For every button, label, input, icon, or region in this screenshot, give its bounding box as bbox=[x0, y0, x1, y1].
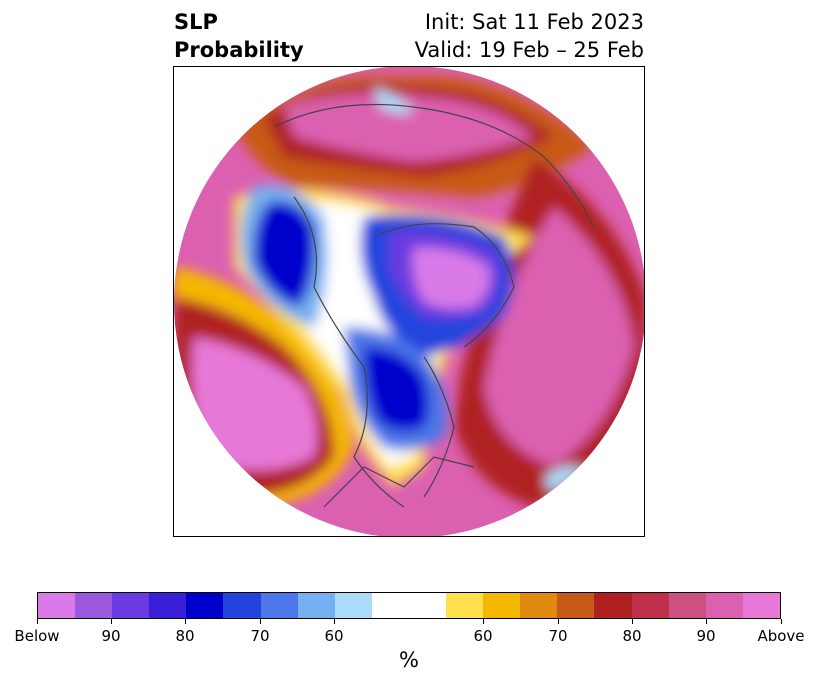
colorbar-segment bbox=[75, 593, 113, 618]
colorbar-segment bbox=[446, 593, 484, 618]
colorbar-tick-label: 60 bbox=[324, 627, 344, 645]
colorbar-tick-label: 80 bbox=[175, 627, 195, 645]
colorbar-tick-label: 90 bbox=[101, 627, 121, 645]
colorbar-segment bbox=[557, 593, 595, 618]
colorbar-segment bbox=[112, 593, 150, 618]
colorbar-tick bbox=[780, 619, 782, 624]
colorbar-tick bbox=[333, 619, 335, 624]
colorbar-tick-label: Above bbox=[757, 627, 805, 645]
colorbar-segment bbox=[631, 593, 669, 618]
colorbar-segment bbox=[594, 593, 632, 618]
colorbar-tick bbox=[705, 619, 707, 624]
colorbar-tick-label: 70 bbox=[548, 627, 568, 645]
colorbar-tick bbox=[184, 619, 186, 624]
title-type: Probability bbox=[174, 38, 304, 62]
colorbar-segment bbox=[223, 593, 261, 618]
colorbar-tick bbox=[36, 619, 38, 624]
colorbar-segment bbox=[260, 593, 298, 618]
colorbar-tick-label: 70 bbox=[250, 627, 270, 645]
colorbar-segment bbox=[297, 593, 335, 618]
colorbar-tick-label: Below bbox=[14, 627, 60, 645]
colorbar-segment bbox=[149, 593, 187, 618]
colorbar bbox=[37, 592, 781, 619]
colorbar-segment bbox=[371, 593, 447, 618]
colorbar-segment bbox=[334, 593, 372, 618]
colorbar-tick bbox=[631, 619, 633, 624]
colorbar-tick bbox=[557, 619, 559, 624]
colorbar-tick-label: 60 bbox=[473, 627, 493, 645]
valid-range: Valid: 19 Feb – 25 Feb bbox=[414, 38, 644, 62]
map-panel bbox=[173, 66, 645, 537]
colorbar-segment bbox=[520, 593, 558, 618]
colorbar-segment bbox=[483, 593, 521, 618]
title-right: Init: Sat 11 Feb 2023 Valid: 19 Feb – 25… bbox=[415, 8, 644, 64]
colorbar-segment bbox=[742, 593, 780, 618]
colorbar-tick bbox=[110, 619, 112, 624]
colorbar-segment bbox=[668, 593, 706, 618]
colorbar-tick bbox=[482, 619, 484, 624]
init-date: Init: Sat 11 Feb 2023 bbox=[424, 10, 644, 34]
colorbar-tick-label: 90 bbox=[696, 627, 716, 645]
colorbar-segment bbox=[705, 593, 743, 618]
colorbar-unit: % bbox=[399, 648, 419, 672]
probability-map bbox=[174, 67, 644, 536]
colorbar-segment bbox=[186, 593, 224, 618]
colorbar-segment bbox=[38, 593, 76, 618]
colorbar-tick bbox=[259, 619, 261, 624]
colorbar-tick-label: 80 bbox=[622, 627, 642, 645]
title-left: SLP Probability bbox=[174, 8, 304, 64]
title-variable: SLP bbox=[174, 10, 218, 34]
